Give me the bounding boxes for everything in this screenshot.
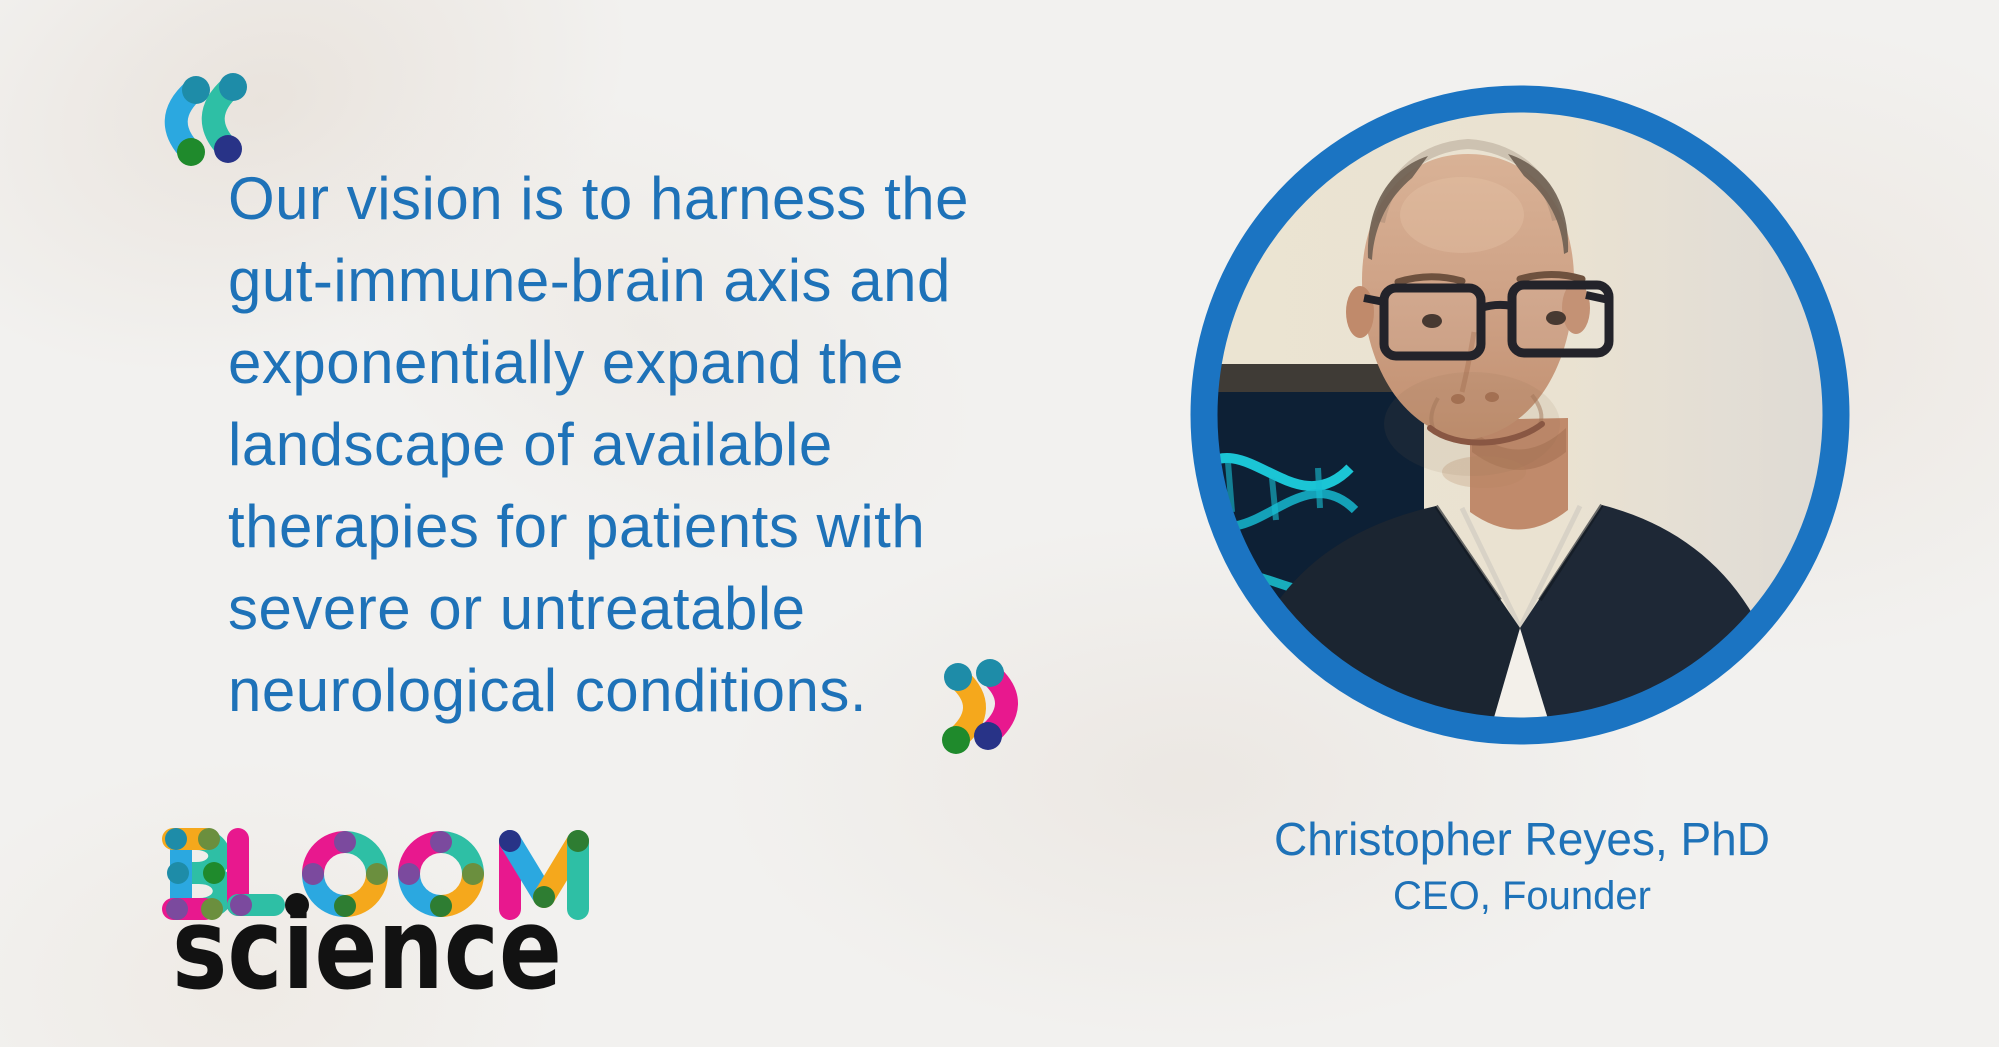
photo-blazer-right: [1520, 505, 1794, 718]
photo-neck: [1470, 418, 1568, 530]
glasses: [1363, 280, 1614, 361]
background-blob: [0, 757, 560, 1047]
photo-blazer-left: [1226, 506, 1520, 718]
portrait-photo: [1190, 85, 1850, 745]
bloom-science-logo: science: [162, 828, 589, 1015]
photo-shirt: [1398, 510, 1642, 718]
logo-letter-m: [499, 830, 589, 920]
photo-background: [1217, 112, 1823, 718]
photo-monitor: [1217, 364, 1424, 718]
opening-quote-icon: [164, 73, 247, 166]
logo-letter-b: [162, 828, 235, 920]
quote-line: severe or untreatable: [228, 575, 806, 642]
quote-line: gut-immune-brain axis and: [228, 247, 951, 314]
logo-letter-o2: [398, 831, 484, 917]
person-name: Christopher Reyes, PhD: [1274, 813, 1770, 865]
quote-line: landscape of available: [228, 411, 833, 478]
portrait-ring: [1190, 85, 1850, 745]
quote-line: Our vision is to harness the: [228, 165, 970, 232]
quote-line: neurological conditions.: [228, 657, 868, 724]
photo-face: [1346, 138, 1614, 488]
background-blob: [1359, 20, 1999, 660]
quote-text: Our vision is to harness the gut-immune-…: [228, 158, 1088, 732]
logo-science-text: science: [172, 883, 562, 1015]
attribution: Christopher Reyes, PhD CEO, Founder: [1222, 812, 1822, 920]
quote-line: therapies for patients with: [228, 493, 926, 560]
person-title: CEO, Founder: [1393, 874, 1651, 918]
logo-letter-o1: [302, 831, 388, 917]
logo-letter-l: [227, 828, 309, 917]
quote-line: exponentially expand the: [228, 329, 904, 396]
